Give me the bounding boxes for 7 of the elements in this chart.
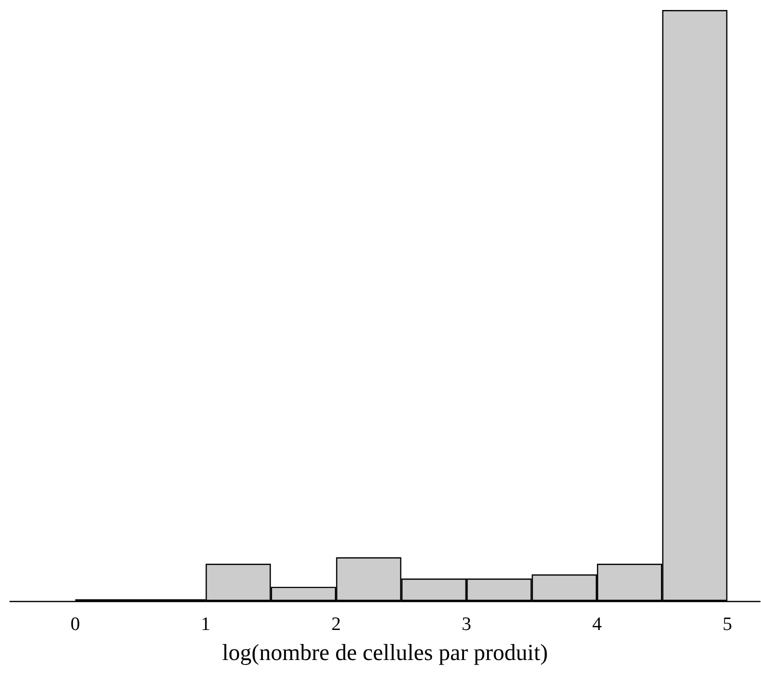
- x-tick-label: 4: [592, 614, 602, 635]
- x-axis-title: log(nombre de cellules par produit): [222, 640, 548, 665]
- x-tick-label: 1: [200, 614, 210, 635]
- x-tick-label: 3: [462, 614, 472, 635]
- x-tick-label: 2: [331, 614, 341, 635]
- x-tick-label: 5: [722, 614, 732, 635]
- x-tick-label: 0: [70, 614, 80, 635]
